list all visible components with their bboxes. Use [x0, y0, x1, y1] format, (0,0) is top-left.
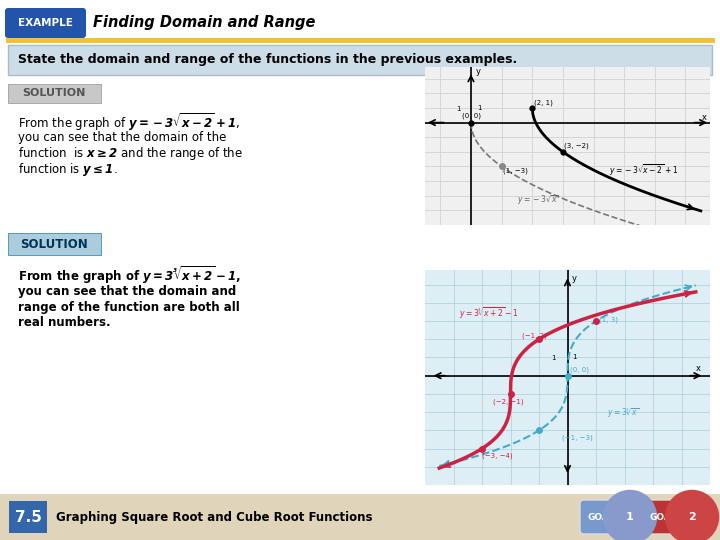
Text: (1, −3): (1, −3) — [503, 167, 528, 174]
FancyBboxPatch shape — [0, 494, 720, 540]
Text: EXAMPLE: EXAMPLE — [18, 18, 73, 28]
Text: $y = 3\sqrt[3]{x}$: $y = 3\sqrt[3]{x}$ — [608, 406, 639, 420]
Text: function is $\bfit{y} \leq 1$.: function is $\bfit{y} \leq 1$. — [18, 161, 117, 179]
FancyBboxPatch shape — [580, 500, 642, 534]
Text: x: x — [696, 364, 701, 373]
Text: 2: 2 — [688, 512, 696, 522]
Text: (0, 0): (0, 0) — [570, 366, 590, 373]
Text: (−3, −4): (−3, −4) — [482, 453, 513, 459]
Text: State the domain and range of the functions in the previous examples.: State the domain and range of the functi… — [18, 53, 517, 66]
Text: 1: 1 — [572, 354, 576, 360]
Text: 1: 1 — [477, 105, 482, 111]
Text: 1: 1 — [552, 355, 556, 361]
Text: GOAL: GOAL — [649, 512, 677, 522]
FancyBboxPatch shape — [8, 45, 712, 75]
Text: (1, 3): (1, 3) — [599, 316, 618, 322]
Text: From the graph of $\bfit{y} = -3\sqrt{x-2}+1$,: From the graph of $\bfit{y} = -3\sqrt{x-… — [18, 111, 240, 133]
Text: (3, −2): (3, −2) — [564, 143, 589, 149]
FancyBboxPatch shape — [642, 500, 704, 534]
Text: you can see that the domain and: you can see that the domain and — [18, 285, 236, 298]
Text: range of the function are both all: range of the function are both all — [18, 300, 240, 314]
Text: SOLUTION: SOLUTION — [20, 238, 88, 251]
Text: (−2, −1): (−2, −1) — [493, 398, 524, 404]
Text: function  is $\bfit{x} \geq 2$ and the range of the: function is $\bfit{x} \geq 2$ and the ra… — [18, 145, 243, 163]
Text: $y = -3\sqrt{x-2}+1$: $y = -3\sqrt{x-2}+1$ — [609, 163, 678, 178]
Text: 1: 1 — [456, 106, 460, 112]
Text: (0, 0): (0, 0) — [462, 112, 481, 119]
Text: y: y — [572, 274, 577, 283]
Text: you can see that the domain of the: you can see that the domain of the — [18, 132, 226, 145]
Text: GOAL: GOAL — [588, 512, 615, 522]
FancyBboxPatch shape — [9, 501, 47, 533]
Text: 7.5: 7.5 — [14, 510, 42, 524]
Text: (−1, −3): (−1, −3) — [562, 435, 593, 441]
FancyBboxPatch shape — [5, 8, 86, 38]
FancyBboxPatch shape — [8, 84, 101, 103]
Text: $y = 3\sqrt[3]{x+2}-1$: $y = 3\sqrt[3]{x+2}-1$ — [459, 306, 519, 321]
Text: (2, 1): (2, 1) — [534, 99, 553, 106]
Text: x: x — [701, 113, 706, 122]
Text: $y = -3\sqrt{x}$: $y = -3\sqrt{x}$ — [517, 194, 559, 207]
Text: real numbers.: real numbers. — [18, 316, 111, 329]
FancyBboxPatch shape — [8, 233, 101, 255]
Text: y: y — [476, 68, 480, 76]
Text: Graphing Square Root and Cube Root Functions: Graphing Square Root and Cube Root Funct… — [56, 510, 372, 523]
Text: From the graph of $\bfit{y} = 3\sqrt[3]{x+2}-1$,: From the graph of $\bfit{y} = 3\sqrt[3]{… — [18, 264, 241, 286]
Text: (−1, 2): (−1, 2) — [522, 333, 546, 339]
Text: SOLUTION: SOLUTION — [22, 89, 86, 98]
Text: 1: 1 — [626, 512, 634, 522]
Text: Finding Domain and Range: Finding Domain and Range — [93, 16, 315, 30]
